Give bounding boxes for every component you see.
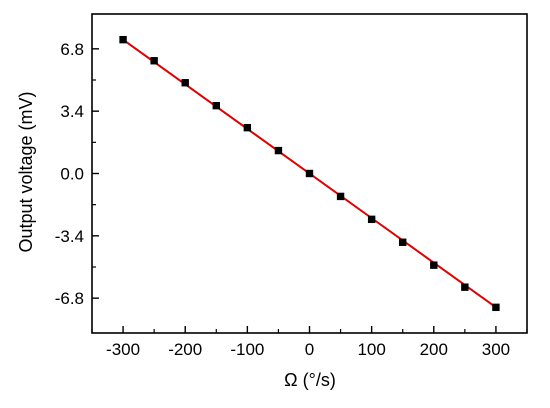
data-point: [461, 283, 469, 291]
data-point: [430, 261, 438, 269]
data-point: [336, 192, 345, 201]
x-tick-label: 200: [420, 340, 448, 359]
x-axis-title: Ω (°/s): [284, 370, 336, 390]
x-tick-label: -200: [168, 340, 202, 359]
x-tick-label: -100: [230, 340, 264, 359]
y-tick-label: 3.4: [60, 102, 84, 121]
ticks-group: -300 -200 -100 0 100 200 300 6.8 3.4 0.0 -3.4 -6.8: [55, 40, 528, 359]
data-point: [492, 303, 500, 312]
data-point: [243, 123, 252, 132]
data-point: [399, 238, 407, 246]
y-tick-label: 0.0: [60, 165, 84, 184]
series-group: [119, 35, 500, 312]
x-tick-label: -300: [106, 340, 140, 359]
y-tick-label: -6.8: [55, 289, 84, 308]
data-point: [274, 146, 283, 155]
data-point: [367, 215, 376, 224]
data-point: [181, 79, 189, 87]
data-point: [150, 57, 158, 65]
data-point: [212, 101, 220, 110]
y-tick-label: -3.4: [55, 227, 84, 246]
y-tick-label: 6.8: [60, 40, 84, 59]
data-point: [119, 35, 127, 44]
x-tick-label: 300: [482, 340, 510, 359]
x-tick-label: 0: [305, 340, 314, 359]
x-tick-label: 100: [357, 340, 385, 359]
y-axis-title: Output voltage (mV): [16, 91, 36, 252]
data-point: [305, 169, 314, 178]
